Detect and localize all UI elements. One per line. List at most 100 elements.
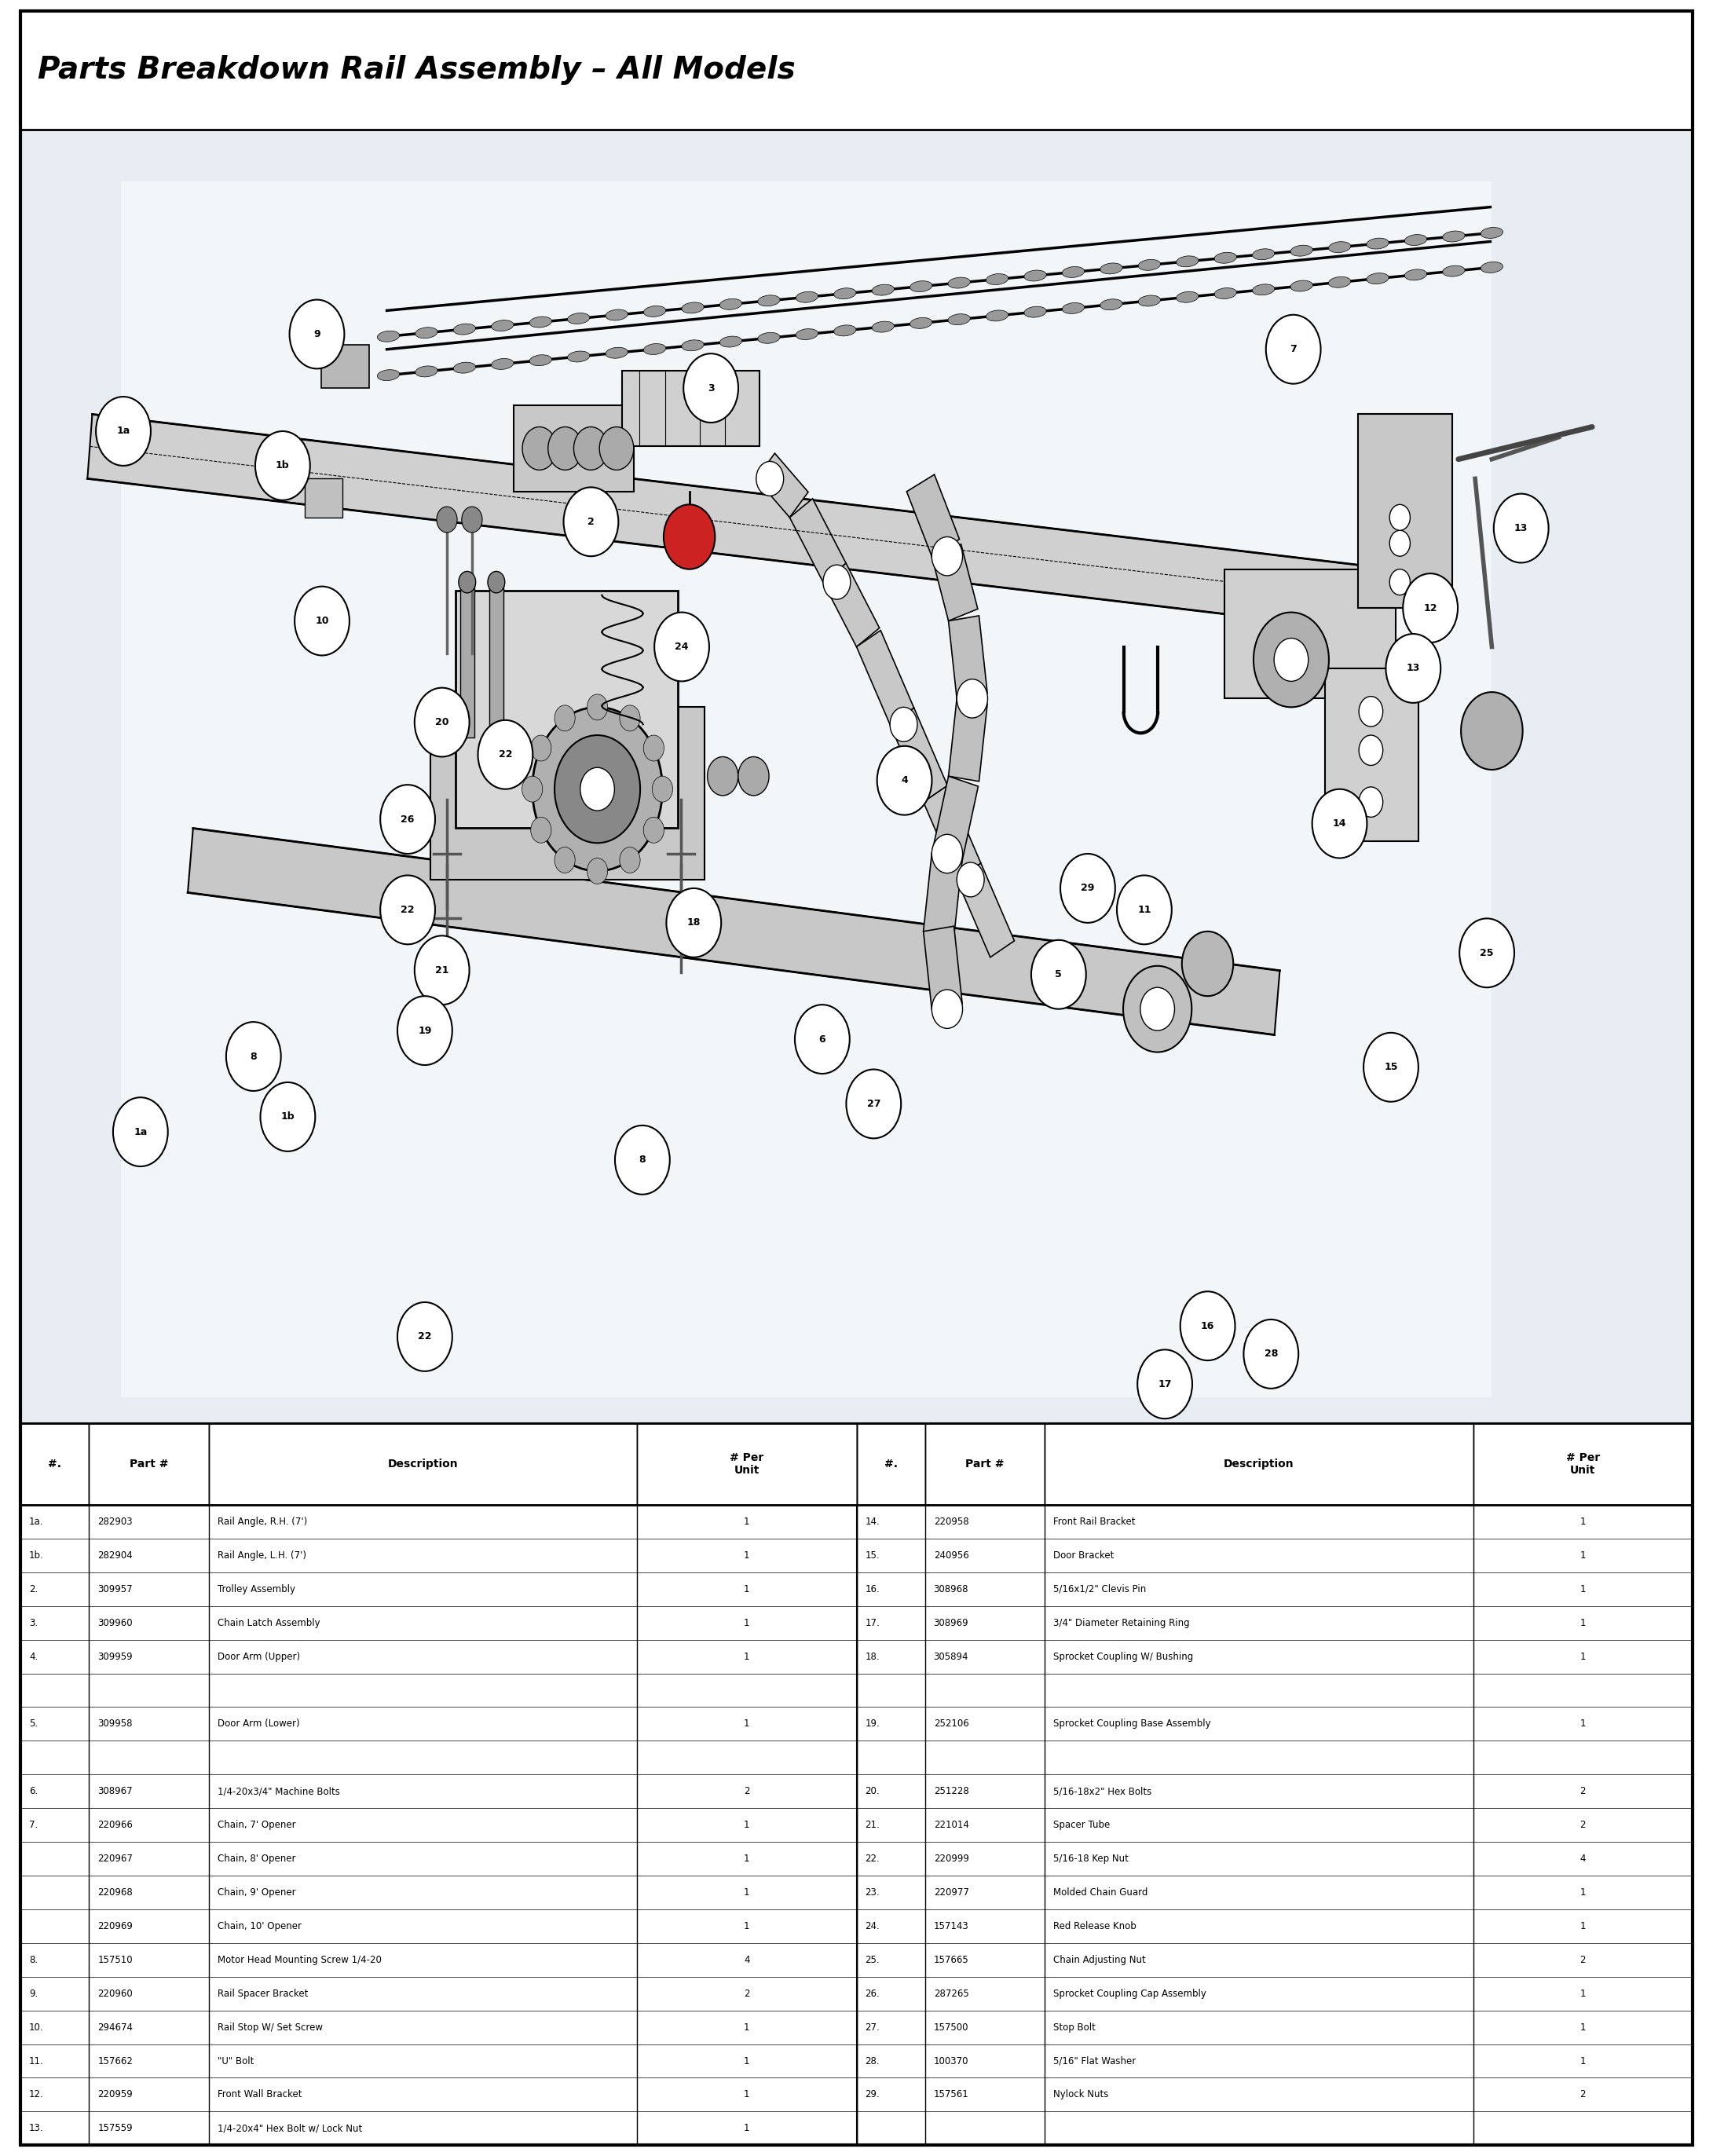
Bar (925, 1423, 1045, 1505)
Text: 26.: 26. (865, 1988, 880, 1999)
Circle shape (1358, 735, 1382, 765)
Text: 308968: 308968 (934, 1585, 968, 1593)
Text: Front Wall Bracket: Front Wall Bracket (218, 2089, 301, 2100)
Text: 8: 8 (250, 1052, 257, 1061)
Polygon shape (932, 543, 978, 621)
Text: 1: 1 (743, 2124, 750, 2134)
Ellipse shape (492, 319, 514, 332)
Ellipse shape (1215, 252, 1237, 263)
Circle shape (1459, 918, 1514, 987)
Text: Door Bracket: Door Bracket (1053, 1550, 1113, 1561)
Text: 309957: 309957 (98, 1585, 132, 1593)
Text: 5/16" Flat Washer: 5/16" Flat Washer (1053, 2057, 1136, 2065)
Bar (430, 707, 704, 880)
Ellipse shape (757, 295, 779, 306)
Text: 1: 1 (1579, 1516, 1586, 1526)
Text: 29.: 29. (865, 2089, 880, 2100)
Circle shape (1494, 494, 1549, 563)
Bar (89, 1423, 209, 1505)
Bar (1324, 668, 1418, 841)
Ellipse shape (1137, 295, 1160, 306)
Text: 2: 2 (1579, 1787, 1586, 1796)
Bar (622, 371, 759, 446)
Text: 220977: 220977 (934, 1886, 970, 1897)
Polygon shape (906, 474, 959, 556)
Text: 19.: 19. (865, 1718, 880, 1729)
Ellipse shape (987, 310, 1009, 321)
Bar (122, 181, 1492, 1397)
Bar (456, 591, 678, 828)
Ellipse shape (872, 321, 894, 332)
Polygon shape (188, 828, 1280, 1035)
Circle shape (522, 776, 543, 802)
Text: 5/16-18 Kep Nut: 5/16-18 Kep Nut (1053, 1854, 1129, 1863)
Text: 1: 1 (1579, 1585, 1586, 1593)
Text: 1: 1 (743, 2022, 750, 2033)
Text: 2: 2 (588, 517, 594, 526)
Circle shape (548, 427, 582, 470)
Text: 1/4-20x3/4" Machine Bolts: 1/4-20x3/4" Machine Bolts (218, 1787, 339, 1796)
Circle shape (600, 427, 634, 470)
Circle shape (822, 565, 850, 599)
Text: Part #: Part # (966, 1457, 1004, 1470)
Polygon shape (949, 617, 987, 699)
Text: Front Rail Bracket: Front Rail Bracket (1053, 1516, 1136, 1526)
Text: 1: 1 (1579, 1651, 1586, 1662)
Polygon shape (891, 707, 947, 802)
Circle shape (574, 427, 608, 470)
Polygon shape (755, 453, 809, 517)
Text: 282903: 282903 (98, 1516, 132, 1526)
Text: 7.: 7. (29, 1820, 38, 1830)
Text: 220959: 220959 (98, 2089, 134, 2100)
Ellipse shape (1252, 285, 1274, 295)
Ellipse shape (377, 330, 399, 343)
Text: 16.: 16. (865, 1585, 880, 1593)
Circle shape (846, 1069, 901, 1138)
Circle shape (380, 875, 435, 944)
Text: 1a: 1a (116, 427, 130, 436)
Ellipse shape (834, 326, 856, 336)
Circle shape (463, 507, 483, 533)
Text: 17.: 17. (865, 1617, 880, 1628)
Text: 1b: 1b (281, 1112, 295, 1121)
Text: 2: 2 (1579, 1955, 1586, 1964)
Text: Nylock Nuts: Nylock Nuts (1053, 2089, 1108, 2100)
Ellipse shape (644, 343, 666, 354)
Text: Chain, 7' Opener: Chain, 7' Opener (218, 1820, 296, 1830)
Circle shape (531, 735, 552, 761)
Polygon shape (932, 776, 978, 865)
Circle shape (415, 936, 469, 1005)
Circle shape (555, 847, 576, 873)
Circle shape (1358, 787, 1382, 817)
Text: 17: 17 (1158, 1380, 1172, 1388)
Ellipse shape (1367, 237, 1389, 250)
Text: 157665: 157665 (934, 1955, 970, 1964)
Text: 18: 18 (687, 918, 701, 927)
Circle shape (1358, 696, 1382, 727)
Text: 220969: 220969 (98, 1921, 134, 1932)
Circle shape (564, 487, 618, 556)
Polygon shape (923, 785, 982, 880)
Text: 5.: 5. (29, 1718, 38, 1729)
Text: 1b.: 1b. (29, 1550, 45, 1561)
Text: Rail Stop W/ Set Screw: Rail Stop W/ Set Screw (218, 2022, 322, 2033)
Text: 27: 27 (867, 1100, 880, 1108)
Text: 157662: 157662 (98, 2057, 134, 2065)
Text: 1: 1 (1579, 1988, 1586, 1999)
Bar (1473, 1423, 1692, 1505)
Circle shape (533, 707, 663, 871)
Text: 157510: 157510 (98, 1955, 132, 1964)
Text: 14.: 14. (865, 1516, 880, 1526)
Circle shape (260, 1082, 315, 1151)
Ellipse shape (910, 317, 932, 328)
Text: Red Release Knob: Red Release Knob (1053, 1921, 1136, 1932)
Text: 13: 13 (1514, 524, 1528, 533)
Text: 22: 22 (401, 906, 415, 914)
Ellipse shape (1177, 291, 1199, 302)
Circle shape (588, 858, 608, 884)
Bar (21, 11, 1692, 129)
Text: # Per
Unit: # Per Unit (730, 1451, 764, 1477)
Text: 1: 1 (743, 1550, 750, 1561)
Text: 1: 1 (743, 1921, 750, 1932)
Text: 14: 14 (1333, 819, 1346, 828)
